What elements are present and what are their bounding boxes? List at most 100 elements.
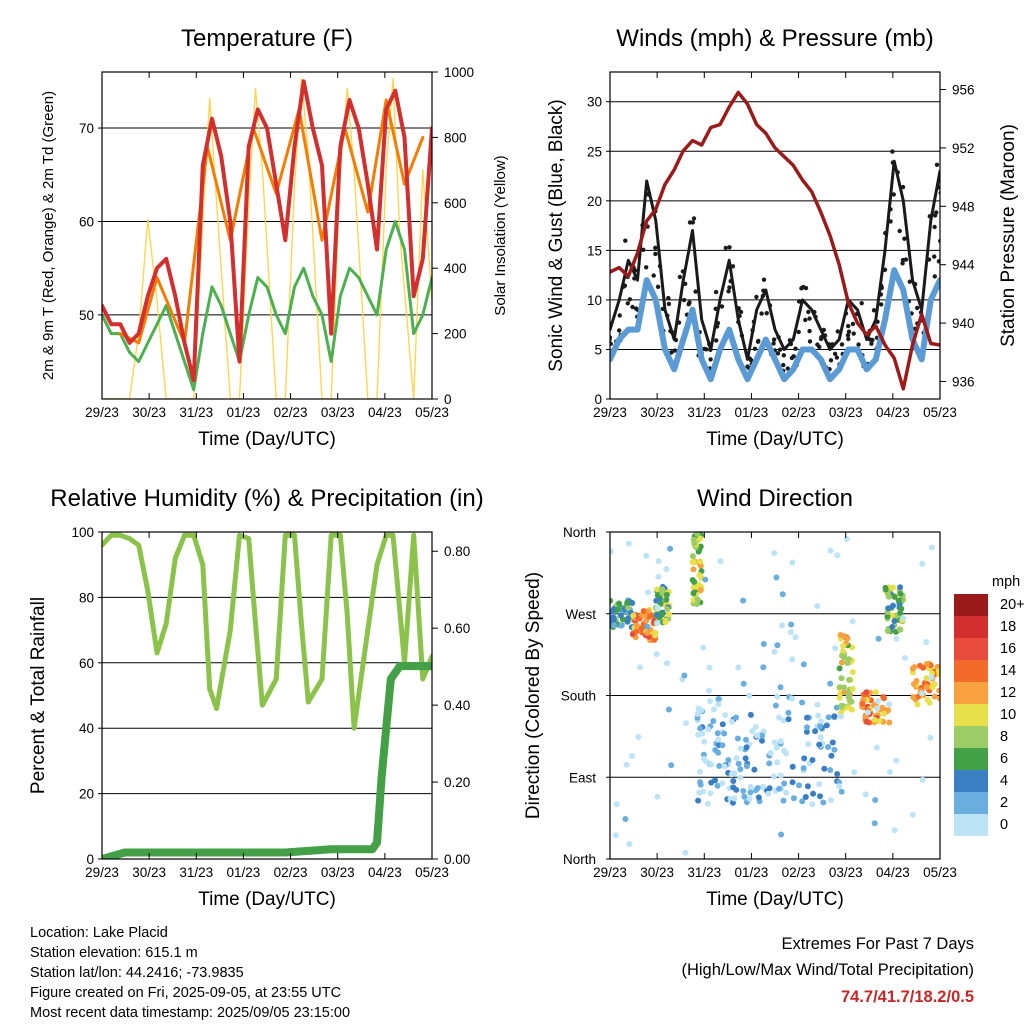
direction-point xyxy=(754,785,761,791)
direction-point xyxy=(615,606,622,613)
gust-point xyxy=(932,224,937,230)
direction-point xyxy=(789,763,796,770)
gust-point xyxy=(793,346,798,351)
direction-point xyxy=(839,652,845,659)
direction-point xyxy=(781,747,788,754)
direction-point xyxy=(715,701,722,708)
direction-point xyxy=(936,687,940,694)
gust-point xyxy=(936,259,940,264)
direction-point xyxy=(626,841,633,848)
direction-point xyxy=(844,635,851,642)
direction-point xyxy=(851,769,858,776)
direction-point xyxy=(789,779,796,786)
x-tick-label: 03/23 xyxy=(321,865,355,880)
chart-title: Winds (mph) & Pressure (mb) xyxy=(616,25,933,52)
direction-point xyxy=(694,532,701,537)
gust-point xyxy=(630,304,635,310)
direction-point xyxy=(721,730,728,737)
direction-point xyxy=(837,713,844,720)
direction-point xyxy=(875,698,881,705)
direction-point xyxy=(874,705,880,712)
direction-point xyxy=(823,722,830,729)
direction-point xyxy=(728,718,735,725)
gust-point xyxy=(617,328,622,333)
y-tick-label: 0 xyxy=(594,392,602,407)
gust-point xyxy=(834,355,840,360)
direction-point xyxy=(682,849,689,856)
direction-point xyxy=(668,762,675,769)
gust-point xyxy=(653,251,658,257)
x-tick-label: 05/23 xyxy=(923,865,957,880)
direction-point xyxy=(706,664,713,671)
plot-area-3 xyxy=(102,532,432,859)
gust-point xyxy=(714,338,719,343)
direction-point xyxy=(844,660,851,666)
gust-point xyxy=(807,316,812,321)
gust-point xyxy=(851,331,856,336)
direction-point xyxy=(834,552,841,559)
y-tick-label: 50 xyxy=(79,308,94,323)
gust-point xyxy=(693,289,698,294)
direction-point xyxy=(928,544,935,551)
colorbar-label: 14 xyxy=(1000,663,1016,679)
direction-point xyxy=(804,724,810,731)
direction-point xyxy=(803,728,810,735)
direction-point xyxy=(771,648,778,655)
direction-point xyxy=(767,750,774,756)
direction-point xyxy=(891,593,898,600)
direction-point xyxy=(770,773,777,780)
direction-point xyxy=(664,605,671,612)
x-tick-label: 29/23 xyxy=(593,405,627,420)
direction-point xyxy=(695,797,702,804)
colorbar-label: 4 xyxy=(1000,773,1008,789)
direction-point xyxy=(774,759,781,766)
gust-point xyxy=(846,329,852,334)
y2-tick-label: 0.40 xyxy=(444,698,470,713)
direction-point xyxy=(697,535,704,542)
colorbar-label: 0 xyxy=(1000,817,1008,833)
gust-point xyxy=(719,304,725,309)
plot-frame xyxy=(101,531,433,860)
gust-point xyxy=(818,336,824,342)
gust-point xyxy=(691,216,697,221)
y-tick-label: 20 xyxy=(587,194,602,209)
direction-point xyxy=(831,713,838,720)
direction-point xyxy=(817,734,824,741)
direction-point xyxy=(699,730,706,737)
direction-point xyxy=(765,790,772,797)
direction-point xyxy=(622,816,629,822)
direction-point xyxy=(818,718,825,725)
direction-point xyxy=(690,590,697,597)
x-tick-label: 02/23 xyxy=(782,405,816,420)
y-tick-label: 20 xyxy=(79,787,94,802)
y-tick-label: 15 xyxy=(587,243,602,258)
colorbar-swatch xyxy=(954,704,988,726)
direction-point xyxy=(790,795,797,802)
direction-point xyxy=(611,622,618,629)
direction-point xyxy=(715,696,722,702)
direction-point xyxy=(796,782,802,789)
gust-point xyxy=(859,301,864,306)
direction-point xyxy=(725,757,732,763)
gust-point xyxy=(807,339,813,344)
direction-point xyxy=(714,782,721,789)
direction-point xyxy=(774,642,781,649)
direction-point xyxy=(705,726,712,733)
direction-point xyxy=(801,755,808,762)
direction-point xyxy=(610,608,616,615)
direction-point xyxy=(871,820,878,827)
direction-point xyxy=(814,603,821,609)
direction-point xyxy=(919,560,926,567)
direction-point xyxy=(743,763,750,770)
direction-point xyxy=(721,763,728,770)
gust-point xyxy=(789,355,795,361)
y-axis-label: Percent & Total Rainfall xyxy=(28,597,49,794)
gust-point xyxy=(870,337,875,343)
direction-point xyxy=(821,765,828,772)
plot-area-4 xyxy=(610,532,940,856)
direction-point xyxy=(843,536,850,542)
gust-line xyxy=(610,159,940,361)
direction-point xyxy=(741,793,748,800)
direction-point xyxy=(663,596,670,603)
direction-point xyxy=(884,628,891,635)
